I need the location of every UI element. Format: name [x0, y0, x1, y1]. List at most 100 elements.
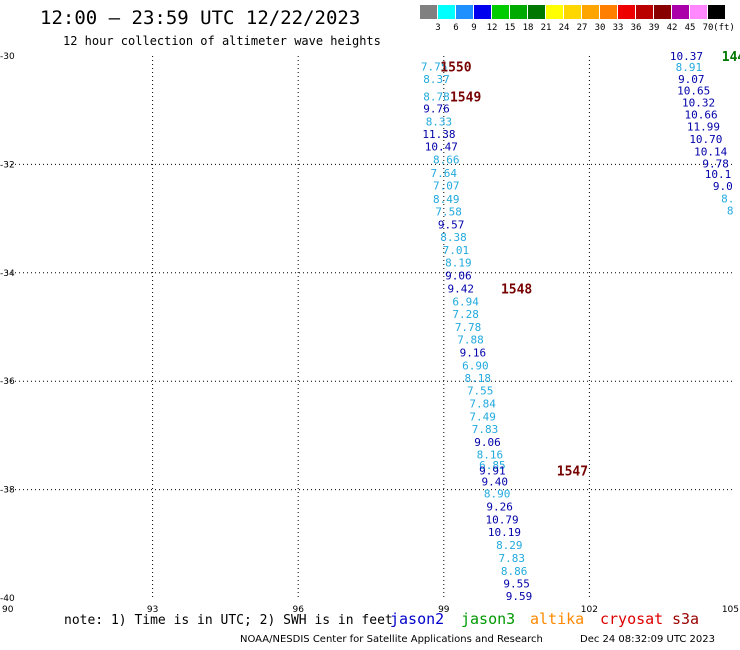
swh-value-label: 8.38 — [440, 231, 467, 244]
orbit-number-label: 1548 — [501, 283, 532, 298]
swh-observations: 7.758.378.789.768.3311.3810.478.667.647.… — [421, 50, 740, 603]
legend-label: 21 — [540, 23, 552, 33]
legend-swatch — [492, 5, 509, 19]
axis-ticks: 90 93 96 99 102 105 -30 -32 -34 -36 -38 -40 — [0, 52, 739, 615]
lat-lon-grid — [7, 56, 735, 598]
swh-value-label: 9.40 — [482, 475, 509, 488]
swh-value-label: 8 — [727, 204, 734, 217]
legend-label: 27 — [576, 23, 588, 33]
swh-value-label: 9.16 — [460, 346, 487, 359]
swh-value-label: 9.91 — [479, 465, 506, 478]
legend-label: 45 — [684, 23, 696, 33]
swh-value-label: 7.83 — [498, 552, 525, 565]
orbit-number-label: 1441 — [722, 50, 740, 65]
swh-value-label: 8.19 — [445, 257, 472, 270]
legend-label: 15 — [504, 23, 516, 33]
swh-value-label: 7.83 — [472, 423, 499, 436]
legend-label: 33 — [612, 23, 624, 33]
swh-value-label: 9.06 — [445, 270, 472, 283]
legend-swatch — [690, 5, 707, 19]
swh-value-label: 7.78 — [455, 321, 482, 334]
swh-value-label: 9.78 — [702, 157, 729, 170]
swh-value-label: 10.79 — [485, 513, 518, 526]
swh-value-label: 9.57 — [438, 219, 465, 232]
swh-value-label: 8.29 — [496, 539, 523, 552]
x-tick-label: 93 — [147, 605, 158, 615]
y-tick-label: -36 — [0, 377, 15, 387]
swh-value-label: 10.37 — [670, 50, 703, 63]
legend-swatch — [420, 5, 437, 19]
swh-value-label: 7.55 — [467, 384, 494, 397]
swh-value-label: 10.70 — [689, 133, 722, 146]
legend-label: 30 — [594, 23, 606, 33]
legend-swatch — [654, 5, 671, 19]
x-tick-label: 99 — [438, 605, 450, 615]
swh-value-label: 8.49 — [433, 193, 460, 206]
legend-label: (ft) — [713, 23, 735, 33]
legend-swatch — [456, 5, 473, 19]
y-tick-label: -30 — [0, 52, 15, 62]
legend-swatch — [528, 5, 545, 19]
orbit-number-label: 1550 — [440, 60, 471, 75]
swh-value-label: 7.01 — [443, 244, 470, 257]
legend-label: 36 — [630, 23, 642, 33]
swh-value-label: 9.26 — [486, 500, 513, 513]
legend-label: 70 — [702, 23, 714, 33]
legend-swatch — [672, 5, 689, 19]
legend-swatch — [438, 5, 455, 19]
credit-text: NOAA/NESDIS Center for Satellite Applica… — [240, 634, 543, 645]
legend-label: 39 — [648, 23, 660, 33]
legend-swatch — [636, 5, 653, 19]
swh-value-label: 8.18 — [465, 372, 492, 385]
legend-label: 6 — [453, 23, 459, 33]
swh-value-label: 10.66 — [684, 109, 717, 122]
swh-value-label: 7.75 — [421, 60, 448, 73]
swh-value-label: 7.88 — [457, 333, 484, 346]
swh-value-label: 10.1 — [705, 168, 732, 181]
swh-value-label: 9.06 — [474, 436, 501, 449]
swh-value-label: 10.47 — [425, 141, 458, 154]
swh-value-label: 9.76 — [423, 103, 450, 116]
swh-value-label: 9.55 — [503, 577, 530, 590]
y-tick-label: -32 — [0, 160, 15, 170]
orbit-number-label: 1549 — [450, 91, 481, 106]
y-tick-label: -40 — [0, 594, 15, 604]
satellite-name-cryosat: cryosat — [600, 610, 664, 628]
map-title: 12:00 — 23:59 UTC 12/22/2023 — [40, 7, 361, 29]
swh-value-label: 7.84 — [469, 397, 496, 410]
satellite-name-s3a: s3a — [672, 610, 700, 628]
swh-value-label: 9.59 — [506, 590, 533, 603]
swh-value-label: 9.07 — [678, 73, 705, 86]
swh-value-label: 8.16 — [477, 448, 504, 461]
swh-value-label: 7.49 — [469, 410, 496, 423]
satellite-name-jason2: jason2 — [390, 610, 445, 628]
swh-value-label: 8.86 — [501, 565, 528, 578]
swh-value-label: 8.66 — [433, 154, 460, 167]
legend-label: 3 — [435, 23, 441, 33]
y-tick-label: -34 — [0, 269, 15, 279]
swh-value-label: 8.91 — [676, 61, 703, 74]
legend-label: 9 — [471, 23, 477, 33]
swh-value-label: 10.19 — [488, 526, 521, 539]
legend-label: 18 — [522, 23, 534, 33]
legend-swatch — [474, 5, 491, 19]
x-tick-label: 90 — [2, 605, 14, 615]
legend-label: 12 — [486, 23, 498, 33]
satellite-name-altika: altika — [530, 610, 585, 628]
swh-value-label: 10.14 — [694, 145, 727, 158]
x-tick-label: 96 — [292, 605, 304, 615]
map-subtitle: 12 hour collection of altimeter wave hei… — [63, 34, 381, 48]
swh-value-label: 6.85 — [479, 459, 506, 472]
swh-value-label: 8. — [721, 193, 734, 206]
swh-value-label: 9.0 — [713, 180, 733, 193]
legend-label: 24 — [558, 23, 570, 33]
swh-value-label: 7.07 — [433, 180, 460, 193]
x-tick-label: 102 — [581, 605, 598, 615]
swh-value-label: 6.90 — [462, 359, 489, 372]
legend-swatch — [510, 5, 527, 19]
swh-value-label: 8.90 — [484, 487, 511, 500]
generated-timestamp: Dec 24 08:32:09 UTC 2023 — [580, 634, 715, 645]
legend-swatch — [564, 5, 581, 19]
swh-value-label: 11.38 — [422, 128, 455, 141]
